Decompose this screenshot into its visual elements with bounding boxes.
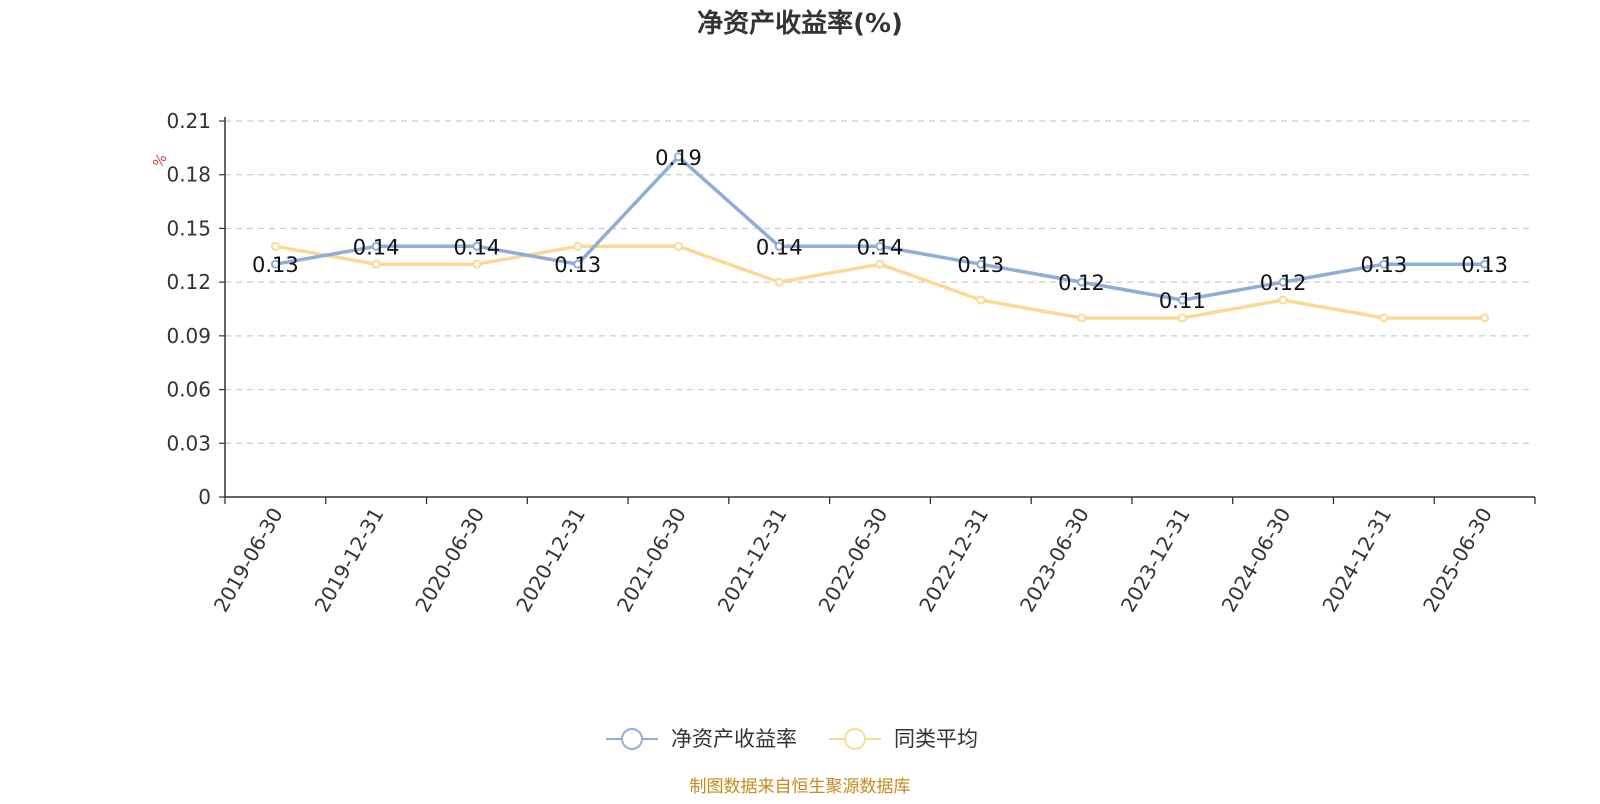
grid-lines	[225, 120, 1529, 444]
data-point	[472, 241, 482, 251]
x-tick-label: 2023-12-31	[1116, 504, 1195, 617]
data-point	[472, 259, 482, 269]
data-label: 0.14	[454, 235, 501, 259]
y-tick-label: 0.12	[166, 270, 211, 294]
data-labels: 0.13 0.14 0.14 0.13 0.19 0.14 0.14 0.13 0.12 0.11…	[252, 146, 1508, 313]
series-lines	[270, 152, 1490, 323]
data-point	[875, 259, 885, 269]
data-point	[774, 241, 784, 251]
data-point	[976, 259, 986, 269]
x-tick-label: 2025-06-30	[1418, 504, 1497, 617]
x-tick-label: 2024-12-31	[1317, 504, 1396, 617]
data-label: 0.13	[1360, 253, 1407, 277]
data-label: 0.13	[1461, 253, 1508, 277]
data-point	[371, 259, 381, 269]
data-point	[1077, 277, 1087, 287]
data-point	[270, 259, 280, 269]
data-point	[270, 241, 280, 251]
x-tick-label: 2024-06-30	[1217, 504, 1296, 617]
data-point	[573, 241, 583, 251]
data-label: 0.14	[756, 235, 803, 259]
data-point	[774, 277, 784, 287]
x-tick-label: 2020-12-31	[511, 504, 590, 617]
x-tick-label: 2022-12-31	[914, 504, 993, 617]
data-label: 0.13	[252, 253, 299, 277]
data-point	[1177, 313, 1187, 323]
legend-marker	[844, 728, 866, 750]
data-point	[1278, 295, 1288, 305]
data-point	[1177, 295, 1187, 305]
data-label: 0.13	[957, 253, 1004, 277]
data-point	[1379, 313, 1389, 323]
legend-item[interactable]: 净资产收益率	[606, 727, 797, 751]
legend-marker	[621, 728, 643, 750]
data-point	[673, 152, 683, 162]
data-point	[976, 295, 986, 305]
data-label: 0.12	[1260, 271, 1307, 295]
y-tick-label: 0.09	[166, 324, 211, 348]
chart-title: 净资产收益率(%)	[697, 8, 903, 39]
y-tick-label: 0.03	[166, 431, 211, 455]
data-point	[371, 241, 381, 251]
data-source-note: 制图数据来自恒生聚源数据库	[690, 777, 911, 797]
data-point	[1278, 277, 1288, 287]
x-tick-label: 2021-12-31	[713, 504, 792, 617]
data-point	[573, 259, 583, 269]
axes: 0 0.03 0.06 0.09 0.12 0.15 0.18 0.21 2019-06-30 2…	[166, 109, 1536, 617]
data-label: 0.13	[554, 253, 601, 277]
x-tick-label: 2022-06-30	[813, 504, 892, 617]
data-label: 0.14	[353, 235, 400, 259]
data-point	[1077, 313, 1087, 323]
x-tick-label: 2019-12-31	[310, 504, 389, 617]
y-tick-label: 0.21	[166, 109, 211, 133]
x-tick-label: 2021-06-30	[612, 504, 691, 617]
data-point	[1379, 259, 1389, 269]
legend-label: 同类平均	[894, 727, 978, 751]
legend[interactable]: 净资产收益率 同类平均	[606, 727, 978, 751]
y-tick-label: 0.06	[166, 378, 211, 402]
data-label: 0.12	[1058, 271, 1105, 295]
legend-label: 净资产收益率	[671, 727, 797, 751]
data-label: 0.19	[655, 146, 702, 170]
x-tick-label: 2019-06-30	[209, 504, 288, 617]
y-tick-label: 0.18	[166, 163, 211, 187]
y-tick-label: 0.15	[166, 216, 211, 240]
data-label: 0.11	[1159, 289, 1206, 313]
data-point	[1480, 313, 1490, 323]
x-tick-label: 2023-06-30	[1015, 504, 1094, 617]
data-point	[875, 241, 885, 251]
data-label: 0.14	[857, 235, 904, 259]
data-point	[673, 241, 683, 251]
data-point	[1480, 259, 1490, 269]
legend-item[interactable]: 同类平均	[829, 727, 978, 751]
x-tick-label: 2020-06-30	[410, 504, 489, 617]
y-tick-label: 0	[198, 485, 211, 509]
